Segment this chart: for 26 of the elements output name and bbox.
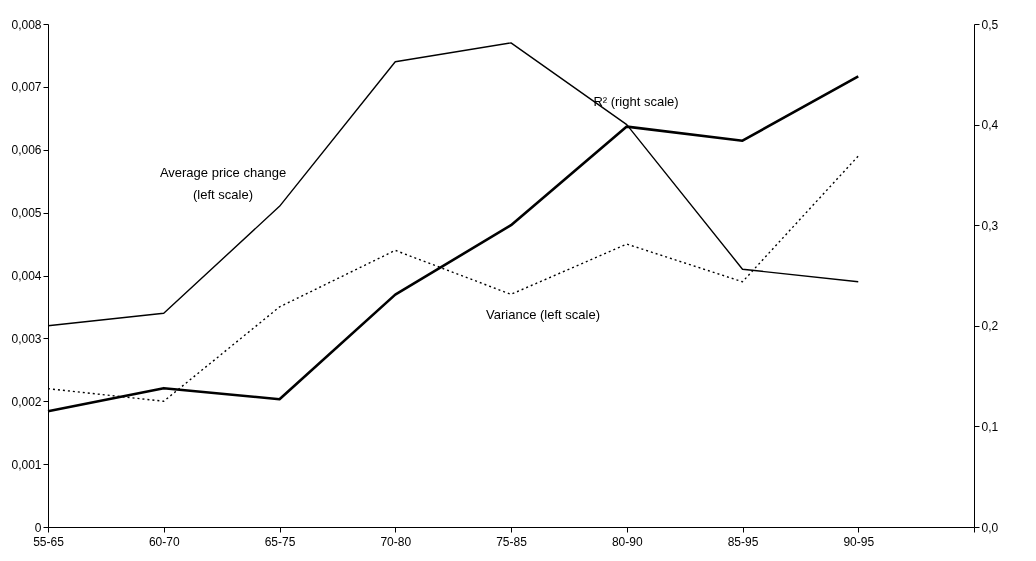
x-tick-label: 90-95 [843, 534, 875, 549]
y-tick-label: 0,005 [11, 206, 42, 221]
y-tick-label: 0,008 [11, 17, 42, 32]
y-tick-label: 0 [34, 520, 42, 535]
y2-tick-label: 0,5 [981, 17, 999, 32]
x-tick-label: 75-85 [496, 534, 528, 549]
y-tick-label: 0,004 [11, 269, 42, 283]
y-tick-label: 0,007 [11, 80, 42, 95]
y2-tick-label: 0,3 [981, 218, 999, 233]
x-tick-label: 70-80 [380, 534, 412, 549]
y-tick-label: 0,003 [11, 331, 42, 346]
annotation: R² (right scale) [593, 94, 679, 109]
y-tick-label: 0,001 [11, 457, 42, 472]
y2-tick-label: 0,4 [981, 118, 999, 133]
annotation: Variance (left scale) [486, 307, 600, 322]
x-tick-label: 65-75 [264, 534, 296, 549]
x-tick-label: 55-65 [33, 534, 65, 549]
x-tick-label: 85-95 [727, 534, 759, 549]
x-tick-label: 60-70 [148, 534, 180, 549]
y-tick-label: 0,006 [11, 143, 42, 158]
y2-tick-label: 0,2 [981, 319, 999, 334]
x-tick-label: 80-90 [611, 534, 643, 549]
y2-tick-label: 0,1 [981, 419, 999, 434]
y2-tick-label: 0,0 [981, 520, 999, 535]
y-tick-label: 0,002 [11, 394, 42, 409]
annotation: Average price change (left scale) [159, 165, 287, 202]
